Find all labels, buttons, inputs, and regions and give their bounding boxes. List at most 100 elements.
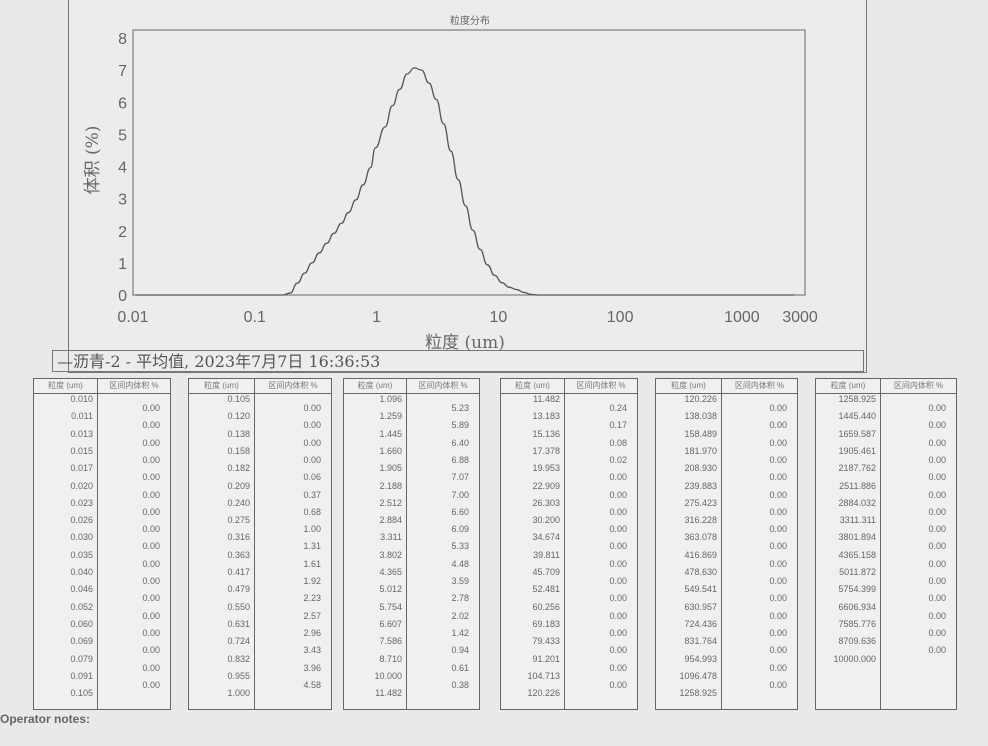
volume-cell: 0.00 bbox=[142, 472, 160, 483]
volume-cell: 0.00 bbox=[609, 541, 627, 552]
volume-cell: 0.06 bbox=[303, 472, 321, 483]
size-cell: 0.105 bbox=[227, 394, 250, 404]
y-tick-label: 6 bbox=[118, 95, 127, 112]
size-cell: 5.012 bbox=[379, 584, 402, 595]
volume-cell: 0.00 bbox=[769, 645, 787, 656]
volume-cell: 0.17 bbox=[609, 420, 627, 431]
volume-cell: 0.68 bbox=[303, 506, 321, 517]
size-cell: 0.010 bbox=[70, 394, 93, 404]
volume-cell: 0.00 bbox=[609, 506, 627, 517]
size-cell: 954.993 bbox=[684, 653, 717, 664]
chart-legend: —沥青-2 - 平均值, 2023年7月7日 16:36:53 bbox=[52, 350, 864, 372]
volume-cell: 0.00 bbox=[142, 679, 160, 690]
volume-cell: 0.00 bbox=[142, 524, 160, 535]
volume-cell: 1.42 bbox=[451, 627, 469, 638]
size-cell: 3.802 bbox=[379, 549, 402, 560]
volume-cell: 0.61 bbox=[451, 662, 469, 673]
size-cell: 45.709 bbox=[532, 567, 560, 577]
size-cell: 630.957 bbox=[684, 601, 717, 612]
size-column: 0.010 0.011 0.013 0.015 0.017 0.020 0.023 0.026… bbox=[34, 394, 98, 709]
size-cell: 0.209 bbox=[227, 480, 250, 491]
header-volume: 区间内体积 % bbox=[268, 381, 318, 390]
chart-frame bbox=[68, 0, 867, 373]
volume-cell: 7.07 bbox=[451, 472, 469, 483]
volume-column: 0.00 0.00 0.00 0.00 0.00 0.00 0.00 0.00 0.00 0.00… bbox=[98, 394, 170, 709]
size-cell: 52.481 bbox=[532, 584, 560, 595]
size-cell: 0.275 bbox=[227, 515, 250, 526]
size-cell: 2.884 bbox=[379, 515, 402, 526]
size-cell: 7585.776 bbox=[838, 618, 876, 629]
size-cell: 1.445 bbox=[379, 428, 402, 439]
volume-cell: 0.02 bbox=[609, 454, 627, 465]
volume-cell: 7.00 bbox=[451, 489, 469, 500]
header-volume: 区间内体积 % bbox=[418, 381, 468, 390]
size-cell: 120.226 bbox=[527, 688, 560, 699]
volume-cell: 2.02 bbox=[451, 610, 469, 621]
size-cell: 1.259 bbox=[379, 411, 402, 422]
volume-cell: 0.00 bbox=[769, 679, 787, 690]
size-cell: 13.183 bbox=[532, 411, 560, 422]
volume-cell: 0.00 bbox=[142, 420, 160, 431]
header-size: 粒度 (um) bbox=[189, 379, 255, 393]
size-cell: 0.832 bbox=[227, 653, 250, 664]
size-cell: 104.713 bbox=[527, 670, 560, 681]
volume-cell: 5.89 bbox=[451, 420, 469, 431]
size-cell: 363.078 bbox=[684, 532, 717, 543]
size-table: 粒度 (um) 区间内体积 % 1.096 1.259 1.445 1.660 1.905 2… bbox=[343, 378, 480, 710]
y-axis-label: 体积 (%) bbox=[83, 126, 103, 195]
size-cell: 0.631 bbox=[227, 618, 250, 629]
size-table: 粒度 (um) 区间内体积 % 0.105 0.120 0.138 0.158 0.182 0… bbox=[188, 378, 332, 710]
header-size: 粒度 (um) bbox=[656, 379, 722, 393]
volume-cell: 6.40 bbox=[451, 437, 469, 448]
size-cell: 0.479 bbox=[227, 584, 250, 595]
size-cell: 1659.587 bbox=[838, 428, 876, 439]
size-cell: 6606.934 bbox=[838, 601, 876, 612]
size-cell: 8.710 bbox=[379, 653, 402, 664]
size-cell: 0.120 bbox=[227, 411, 250, 422]
volume-cell: 2.78 bbox=[451, 593, 469, 604]
y-tick-label: 7 bbox=[118, 63, 127, 80]
size-cell: 0.955 bbox=[227, 670, 250, 681]
volume-cell: 0.00 bbox=[769, 472, 787, 483]
size-cell: 0.316 bbox=[227, 532, 250, 543]
size-cell: 316.228 bbox=[684, 515, 717, 526]
size-cell: 0.015 bbox=[70, 445, 93, 456]
size-cell: 275.423 bbox=[684, 497, 717, 508]
size-column: 1.096 1.259 1.445 1.660 1.905 2.188 2.512 2.884… bbox=[344, 394, 407, 709]
volume-column: 0.00 0.00 0.00 0.00 0.00 0.00 0.00 0.00 0.00 0.00… bbox=[881, 394, 956, 709]
volume-cell: 0.00 bbox=[142, 576, 160, 586]
volume-column: 5.23 5.89 6.40 6.88 7.07 7.00 6.60 6.09 5.33 4.48… bbox=[407, 394, 479, 709]
volume-cell: 0.00 bbox=[303, 454, 321, 465]
volume-cell: 0.00 bbox=[769, 558, 787, 569]
x-tick-label: 1000 bbox=[724, 309, 760, 326]
size-cell: 0.079 bbox=[70, 653, 93, 664]
size-cell: 0.030 bbox=[70, 532, 93, 543]
volume-cell: 0.00 bbox=[609, 593, 627, 604]
volume-cell: 5.33 bbox=[451, 541, 469, 552]
size-cell: 0.035 bbox=[70, 549, 93, 560]
size-cell: 0.091 bbox=[70, 670, 93, 681]
volume-cell: 0.08 bbox=[609, 437, 627, 448]
volume-cell: 2.57 bbox=[303, 610, 321, 621]
x-tick-label: 10 bbox=[489, 309, 507, 326]
size-cell: 208.930 bbox=[684, 463, 717, 474]
volume-cell: 0.00 bbox=[928, 541, 946, 552]
volume-cell: 0.24 bbox=[609, 403, 627, 413]
volume-cell: 0.00 bbox=[142, 454, 160, 465]
y-tick-label: 8 bbox=[118, 31, 127, 48]
volume-cell: 0.00 bbox=[609, 662, 627, 673]
volume-cell: 0.00 bbox=[769, 454, 787, 465]
size-table: 粒度 (um) 区间内体积 % 0.010 0.011 0.013 0.015 0.017 0… bbox=[33, 378, 171, 710]
volume-column: 0.24 0.17 0.08 0.02 0.00 0.00 0.00 0.00 0.00 0.00… bbox=[565, 394, 637, 709]
chart-title: 粒度分布 bbox=[450, 14, 490, 27]
volume-cell: 0.00 bbox=[303, 420, 321, 431]
volume-cell: 0.00 bbox=[142, 627, 160, 638]
size-cell: 0.069 bbox=[70, 636, 93, 647]
volume-cell: 0.00 bbox=[609, 610, 627, 621]
volume-cell: 6.60 bbox=[451, 506, 469, 517]
size-cell: 0.023 bbox=[70, 497, 93, 508]
volume-cell: 0.00 bbox=[142, 437, 160, 448]
header-volume: 区间内体积 % bbox=[576, 381, 626, 390]
volume-cell: 4.58 bbox=[303, 679, 321, 690]
size-cell: 2.188 bbox=[379, 480, 402, 491]
